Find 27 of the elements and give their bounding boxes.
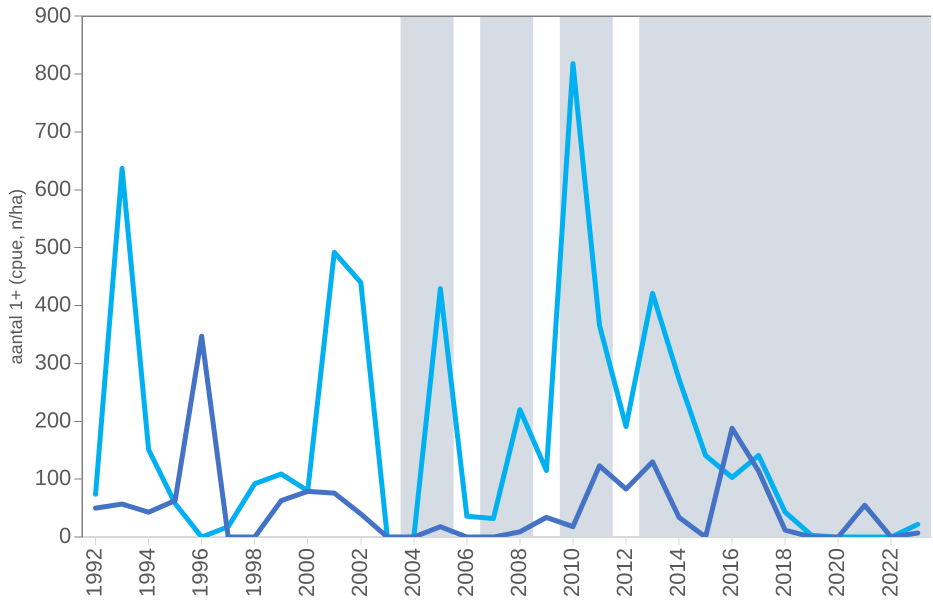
y-tick-label: 500 xyxy=(34,234,72,259)
x-tick-label: 2002 xyxy=(346,548,372,598)
x-tick-label: 2008 xyxy=(506,548,531,598)
x-tick-label: 2000 xyxy=(294,548,319,598)
y-tick-label: 400 xyxy=(34,292,72,317)
y-tick-label: 600 xyxy=(34,176,72,201)
x-tick-label: 2016 xyxy=(718,548,744,598)
x-tick-label: 2012 xyxy=(612,548,638,598)
x-tick-label: 2010 xyxy=(559,548,584,598)
y-tick-label: 900 xyxy=(34,2,72,28)
x-tick-label: 2020 xyxy=(824,548,850,598)
y-tick-label: 300 xyxy=(34,350,72,374)
y-tick-label: 700 xyxy=(34,118,72,144)
y-tick-label: 200 xyxy=(34,407,72,432)
x-tick-label: 2014 xyxy=(665,548,690,598)
x-tick-label: 1998 xyxy=(240,548,266,598)
x-tick-label: 1996 xyxy=(188,548,213,598)
x-tick-label: 2006 xyxy=(452,548,478,598)
x-tick-label: 2022 xyxy=(877,548,902,598)
x-tick-label: 1992 xyxy=(82,548,107,598)
y-tick-label: 800 xyxy=(34,60,72,86)
x-tick-label: 2004 xyxy=(400,548,425,598)
y-tick-label: 0 xyxy=(59,523,72,548)
y-axis-title: aantal 1+ (cpue, n/ha) xyxy=(6,188,26,364)
x-tick-label: 1994 xyxy=(134,548,160,598)
y-tick-label: 100 xyxy=(34,465,72,490)
x-tick-label: 2018 xyxy=(771,548,796,598)
